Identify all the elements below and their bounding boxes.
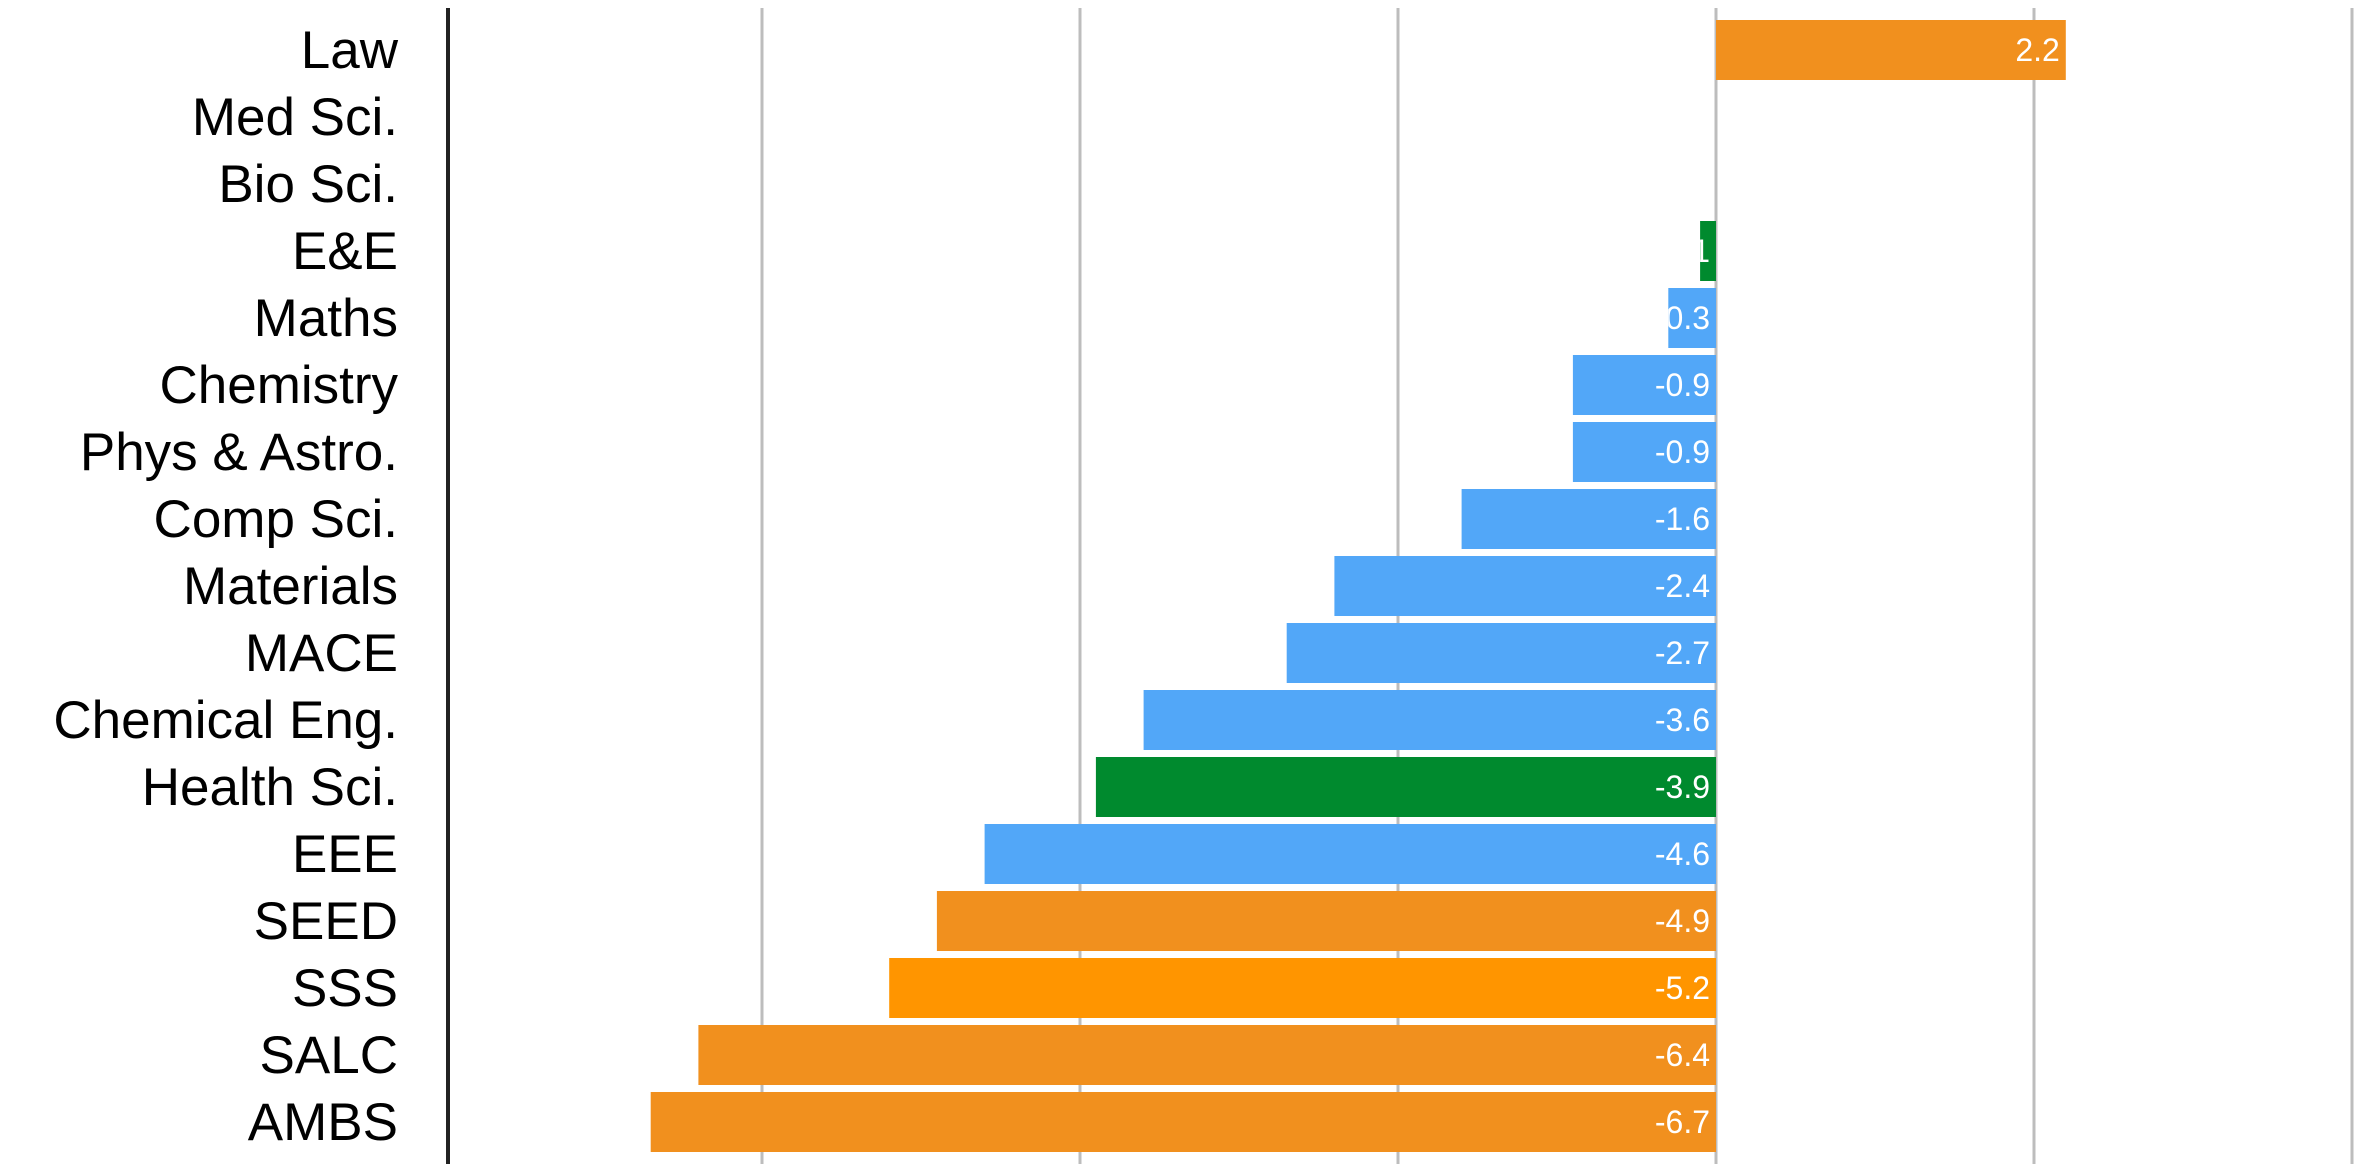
data-label: -5.2 [1655,970,1710,1006]
category-label: Comp Sci. [154,490,398,549]
data-label: -2.4 [1655,568,1710,604]
category-label: Maths [254,289,398,348]
category-label: AMBS [248,1093,398,1152]
data-labels: 2.2 -0.1 -0.3 -0.9 -0.9 -1.6 -2.4 -2.7 -3.6 -3.9 -… [1655,32,2060,1140]
bar [984,824,1716,884]
data-label: -3.9 [1655,769,1710,805]
category-label: EEE [292,825,398,884]
category-label: Med Sci. [192,88,398,147]
bar [1572,422,1716,482]
category-label: Health Sci. [142,758,398,817]
bar [1461,489,1716,549]
data-label: -0.9 [1655,367,1710,403]
bar [698,1025,1716,1085]
bar [1286,623,1716,683]
data-label: -4.9 [1655,903,1710,939]
bar [936,891,1716,951]
bar [1095,757,1716,817]
category-labels: Law Med Sci. Bio Sci. E&E Maths Chemistry Phys… [53,21,398,1152]
bar [1334,556,1716,616]
bar [1143,690,1716,750]
data-label: -6.7 [1655,1104,1710,1140]
data-label: -4.6 [1655,836,1710,872]
category-label: Bio Sci. [218,155,398,214]
data-label: 2.2 [2015,32,2059,68]
category-label: SSS [292,959,398,1018]
data-label: -0.3 [1655,300,1710,336]
category-label: SALC [260,1026,398,1085]
category-label: Law [301,21,399,80]
category-label: Materials [183,557,398,616]
data-label: -6.4 [1655,1037,1710,1073]
bar [650,1092,1717,1152]
bars [650,20,2066,1152]
data-label: -1.6 [1655,501,1710,537]
category-label: SEED [254,892,398,951]
bar [1700,221,1716,281]
data-label: -2.7 [1655,635,1710,671]
bar [1716,20,2066,80]
category-label: E&E [292,222,398,281]
data-label: -3.6 [1655,702,1710,738]
bar [1572,355,1716,415]
data-label: -0.9 [1655,434,1710,470]
bar [1668,288,1716,348]
category-label: Chemical Eng. [53,691,398,750]
data-label: -0.1 [1655,233,1710,269]
category-label: Phys & Astro. [80,423,398,482]
category-label: Chemistry [159,356,398,415]
bar [889,958,1716,1018]
category-label: MACE [245,624,398,683]
